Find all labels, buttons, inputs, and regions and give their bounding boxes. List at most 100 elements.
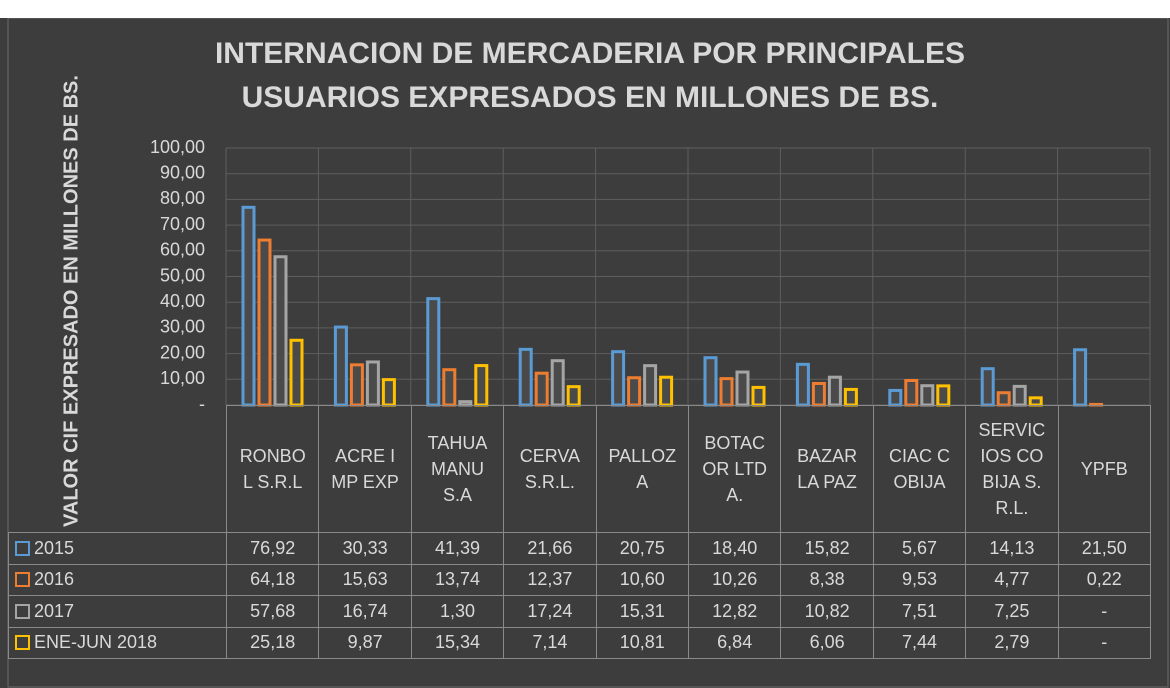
table-value: 12,82 xyxy=(688,595,782,628)
table-value: 9,53 xyxy=(872,563,967,596)
y-tick-label: 30,00 xyxy=(160,317,205,337)
table-value: 10,82 xyxy=(780,595,874,628)
legend-entry: 2015 xyxy=(8,532,227,565)
table-value: 16,74 xyxy=(318,595,412,628)
bar xyxy=(426,297,441,407)
bar xyxy=(735,370,750,407)
bar xyxy=(566,385,581,407)
legend-entry: ENE-JUN 2018 xyxy=(8,626,227,659)
bar xyxy=(811,381,826,407)
table-value: 18,40 xyxy=(688,532,782,565)
table-value: 15,34 xyxy=(410,626,505,659)
table-header: PALLOZA xyxy=(595,405,689,533)
table-value: 8,38 xyxy=(780,563,874,596)
table-value: 0,22 xyxy=(1057,563,1151,596)
table-value: 20,75 xyxy=(595,532,689,565)
bar xyxy=(920,384,935,407)
bar xyxy=(1028,396,1043,407)
table-value: 15,31 xyxy=(595,595,689,628)
y-tick-label: 50,00 xyxy=(160,265,205,285)
y-tick-label: 10,00 xyxy=(160,368,205,388)
legend-key xyxy=(15,603,30,619)
table-value: 64,18 xyxy=(226,563,320,596)
table-value: 7,44 xyxy=(872,626,967,659)
bar xyxy=(349,363,364,407)
bar xyxy=(534,371,549,407)
table-header: RONBOL S.R.L xyxy=(226,405,320,533)
y-axis-title: VALOR CIF EXPRESADO EN MILLONES DE BS. xyxy=(60,75,82,527)
chart-border xyxy=(7,18,1169,688)
bar xyxy=(474,364,489,407)
table-value: 6,06 xyxy=(780,626,874,659)
table-value: 2,79 xyxy=(965,626,1059,659)
bar xyxy=(627,376,642,407)
bar xyxy=(241,205,256,407)
chart-title: INTERNACION DE MERCADERIA POR PRINCIPALE… xyxy=(214,37,966,114)
bar xyxy=(273,255,288,407)
bar xyxy=(827,375,842,407)
table-value: 30,33 xyxy=(318,532,412,565)
table-value: 10,81 xyxy=(595,626,689,659)
legend-label: 2017 xyxy=(34,600,75,621)
y-tick-label: 80,00 xyxy=(160,188,205,208)
bar xyxy=(611,350,626,407)
bar xyxy=(719,377,734,407)
table-value: 7,14 xyxy=(503,626,597,659)
legend-key xyxy=(15,540,30,556)
y-tick-label: 90,00 xyxy=(160,162,205,182)
bar xyxy=(518,347,533,407)
y-tick-label: 20,00 xyxy=(160,342,205,362)
bar xyxy=(795,362,810,407)
table-value: 7,25 xyxy=(965,595,1059,628)
table-value: - xyxy=(1057,595,1151,628)
bar xyxy=(843,387,858,407)
table-value: 25,18 xyxy=(226,626,320,659)
y-tick-label: 100,00 xyxy=(150,137,205,157)
bar xyxy=(257,238,272,407)
bar xyxy=(381,378,396,407)
table-value: 9,87 xyxy=(318,626,412,659)
table-value: 14,13 xyxy=(965,532,1059,565)
bar xyxy=(980,367,995,407)
bar xyxy=(442,368,457,407)
y-tick-label: 70,00 xyxy=(160,214,205,234)
legend-key xyxy=(15,635,30,651)
table-value: 1,30 xyxy=(410,595,505,628)
table-value: 57,68 xyxy=(226,595,320,628)
bar xyxy=(365,360,380,407)
table-value: 10,60 xyxy=(595,563,689,596)
bar xyxy=(550,359,565,407)
table-value: 6,84 xyxy=(688,626,782,659)
table-value: 15,82 xyxy=(780,532,874,565)
legend-label: 2016 xyxy=(34,569,75,590)
table-value: 41,39 xyxy=(410,532,505,565)
bar xyxy=(289,338,304,407)
table-value: 10,26 xyxy=(688,563,782,596)
table-header: ACRE IMP EXP xyxy=(318,405,412,533)
bar xyxy=(659,375,674,407)
legend-entry: 2017 xyxy=(8,595,227,628)
legend-key xyxy=(15,572,30,588)
table-value: 15,63 xyxy=(318,563,412,596)
table-header: TAHUAMANU S.A xyxy=(410,405,505,533)
table-value: 5,67 xyxy=(872,532,967,565)
chart: VALOR CIF EXPRESADO EN MILLONES DE BS. -… xyxy=(0,18,1170,688)
bar xyxy=(1012,384,1027,407)
bar xyxy=(888,388,903,407)
plot: VALOR CIF EXPRESADO EN MILLONES DE BS. -… xyxy=(7,18,1169,688)
bar xyxy=(458,400,473,407)
table-header: BAZAR LA PAZ xyxy=(780,405,874,533)
table-header: BOTACOR LTDA. xyxy=(688,405,782,533)
legend-entry: 2016 xyxy=(8,563,227,596)
bar xyxy=(936,384,951,407)
bar xyxy=(333,325,348,407)
table-header: YPFB xyxy=(1057,405,1151,533)
table-value: 21,66 xyxy=(503,532,597,565)
table-value: 4,77 xyxy=(965,563,1059,596)
table-header: CIAC COBIJA xyxy=(872,405,967,533)
bar xyxy=(996,391,1011,407)
bar xyxy=(1073,348,1088,407)
table-value: 17,24 xyxy=(503,595,597,628)
y-tick-label: 60,00 xyxy=(160,240,205,260)
table-header: SERVICIOS COBIJA S.R.L. xyxy=(965,405,1059,533)
